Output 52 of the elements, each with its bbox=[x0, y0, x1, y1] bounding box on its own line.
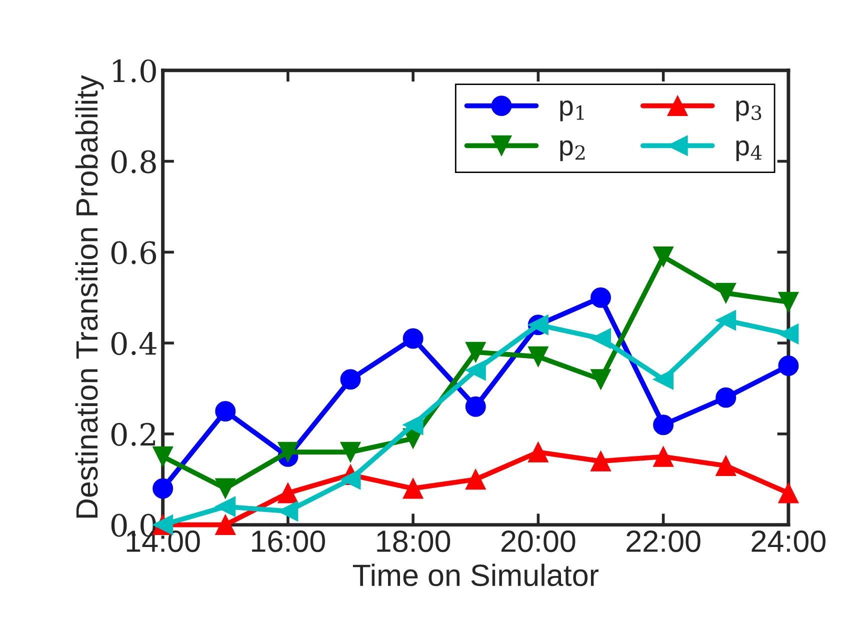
point bbox=[402, 478, 424, 499]
point bbox=[465, 396, 486, 417]
point bbox=[215, 400, 236, 422]
point bbox=[340, 442, 361, 462]
point bbox=[465, 360, 486, 381]
point bbox=[590, 369, 611, 390]
y-tick-label: 0.8 bbox=[111, 150, 156, 174]
y-tick-label: 1.0 bbox=[113, 59, 156, 82]
point bbox=[152, 478, 174, 499]
point bbox=[215, 478, 236, 499]
point bbox=[653, 246, 674, 267]
x-tick-label: 20:00 bbox=[502, 530, 576, 552]
point bbox=[778, 356, 799, 376]
point bbox=[653, 414, 674, 436]
point bbox=[465, 469, 486, 490]
point bbox=[528, 442, 548, 462]
legend-label: p$_{3}$ bbox=[736, 100, 762, 122]
legend-label: p$_{2}$ bbox=[560, 140, 585, 162]
point bbox=[778, 482, 799, 504]
point bbox=[278, 442, 298, 462]
point bbox=[716, 455, 736, 476]
point bbox=[152, 446, 174, 467]
point bbox=[402, 328, 424, 349]
point bbox=[716, 282, 736, 304]
point bbox=[215, 496, 236, 517]
point bbox=[402, 414, 424, 436]
point bbox=[590, 287, 611, 308]
point bbox=[778, 292, 799, 312]
y-tick-label: 0.6 bbox=[111, 241, 156, 264]
y-tick-label: 0.4 bbox=[111, 332, 156, 356]
legend-label: p$_{4}$ bbox=[736, 140, 762, 162]
y-tick-label: 0.2 bbox=[111, 422, 155, 446]
point bbox=[465, 342, 486, 362]
point bbox=[590, 450, 611, 472]
point bbox=[340, 369, 361, 390]
point bbox=[778, 324, 799, 344]
point bbox=[653, 446, 674, 467]
point bbox=[716, 310, 736, 331]
x-axis-title: Time on Simulator bbox=[352, 564, 599, 586]
point bbox=[716, 387, 736, 408]
point bbox=[528, 346, 548, 367]
x-tick-label: 18:00 bbox=[377, 530, 450, 552]
point bbox=[590, 328, 611, 349]
point bbox=[340, 469, 361, 490]
point bbox=[215, 514, 236, 536]
x-tick-label: 24:00 bbox=[752, 530, 826, 552]
y-axis-title: Destination Transition Probability bbox=[75, 75, 104, 518]
x-tick-label: 16:00 bbox=[252, 530, 325, 552]
legend-label: p$_{1}$ bbox=[560, 100, 584, 122]
point bbox=[653, 369, 674, 390]
x-tick-label: 22:00 bbox=[626, 530, 700, 552]
point bbox=[278, 482, 298, 504]
